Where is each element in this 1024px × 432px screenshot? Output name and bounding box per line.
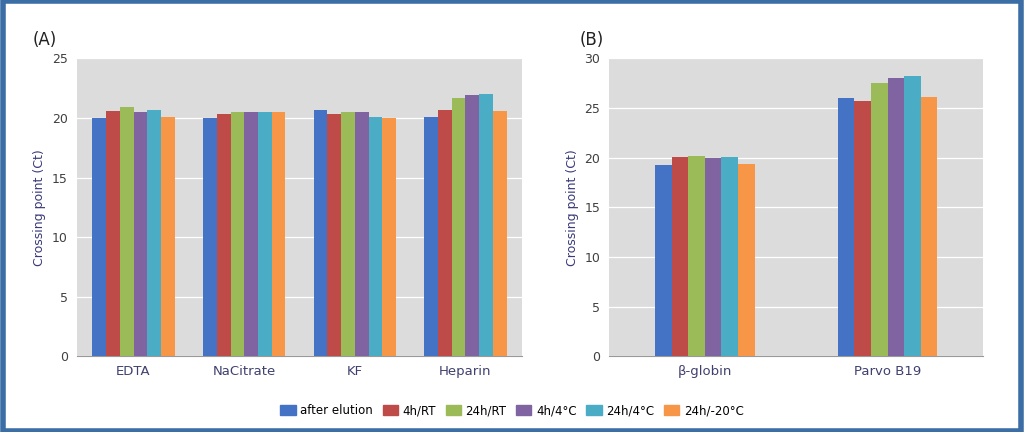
Bar <box>203 118 217 356</box>
Bar <box>705 158 721 356</box>
Bar <box>328 114 341 356</box>
Bar <box>870 83 888 356</box>
Bar <box>424 117 438 356</box>
Bar <box>466 95 479 356</box>
Bar <box>438 110 452 356</box>
Bar <box>904 76 921 356</box>
Bar <box>244 112 258 356</box>
Bar <box>147 110 161 356</box>
Bar <box>688 156 705 356</box>
Bar <box>452 98 466 356</box>
Bar <box>106 111 120 356</box>
Bar <box>355 112 369 356</box>
Bar <box>258 112 271 356</box>
Bar <box>854 101 870 356</box>
Text: (B): (B) <box>580 32 603 50</box>
Bar <box>271 112 286 356</box>
Bar <box>120 107 133 356</box>
Bar <box>230 112 244 356</box>
Bar <box>479 94 493 356</box>
Bar <box>888 78 904 356</box>
Bar <box>92 118 106 356</box>
Bar <box>672 157 688 356</box>
Text: (A): (A) <box>32 32 56 50</box>
Y-axis label: Crossing point (Ct): Crossing point (Ct) <box>34 149 46 266</box>
Legend: after elution, 4h/RT, 24h/RT, 4h/4°C, 24h/4°C, 24h/-20°C: after elution, 4h/RT, 24h/RT, 4h/4°C, 24… <box>275 399 749 422</box>
Y-axis label: Crossing point (Ct): Crossing point (Ct) <box>566 149 579 266</box>
Bar <box>161 117 175 356</box>
Bar <box>721 157 738 356</box>
Bar <box>838 98 854 356</box>
Bar <box>921 97 937 356</box>
Bar <box>655 165 672 356</box>
Bar <box>341 112 355 356</box>
Bar <box>738 164 755 356</box>
Bar <box>369 117 382 356</box>
Bar <box>313 110 328 356</box>
Bar <box>217 114 230 356</box>
Bar <box>133 112 147 356</box>
Bar <box>382 118 396 356</box>
Bar <box>493 111 507 356</box>
